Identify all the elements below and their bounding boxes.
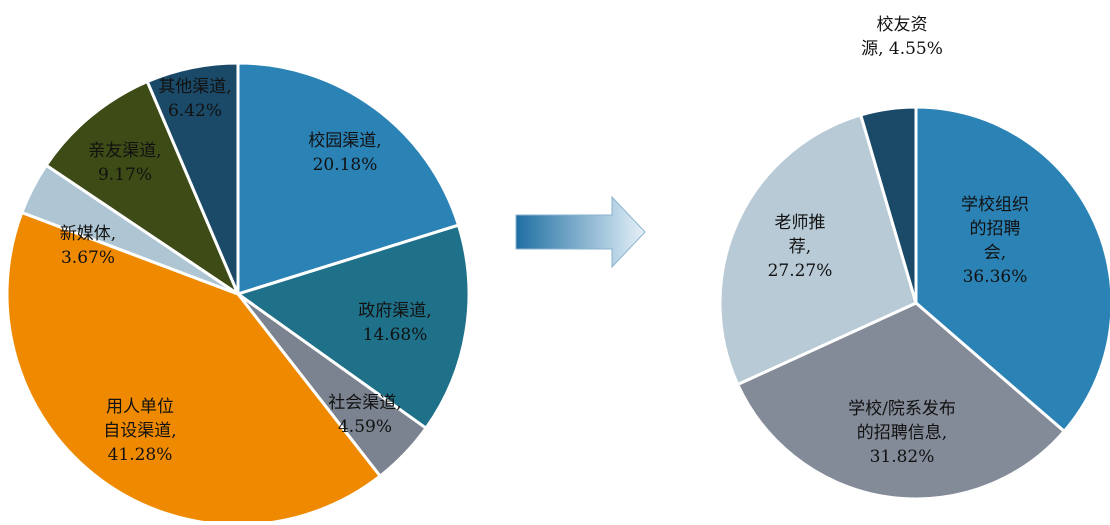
slice-label-line: 学校组织	[961, 195, 1029, 215]
slice-label: 其他渠道, 6.42%	[158, 77, 231, 121]
slice-label-line: 27.27%	[768, 261, 833, 281]
slice-label: 亲友渠道, 9.17%	[88, 141, 161, 185]
slice-label-line: 源, 4.55%	[861, 39, 943, 59]
slice-label-line: 用人单位	[106, 397, 174, 417]
pie-slice	[234, 223, 471, 431]
slice-label-line: 41.28%	[108, 445, 173, 465]
slice-label-line: 亲友渠道,	[88, 141, 161, 161]
pie-chart-channels: 校园渠道, 20.18% 政府渠道, 14.68% 社会渠道, 4.59% 用人单位自设渠道…	[5, 61, 471, 525]
slice-label: 校园渠道, 20.18%	[308, 131, 381, 175]
pie-slice	[145, 61, 240, 295]
pie-chart-campus-sources: 学校组织的招聘会, 36.36% 学校/院系发布的招聘信息, 31.82% 老师推荐, 2…	[718, 15, 1110, 501]
slice-label: 老师推荐, 27.27%	[768, 213, 833, 281]
slice-label-line: 4.59%	[338, 417, 392, 437]
slice-label: 用人单位自设渠道, 41.28%	[103, 397, 176, 465]
slice-label: 新媒体, 3.67%	[60, 224, 116, 268]
slice-label-line: 20.18%	[313, 155, 378, 175]
slice-label-line: 31.82%	[870, 447, 935, 467]
slice-label: 学校/院系发布的招聘信息, 31.82%	[848, 399, 956, 467]
slice-label: 校友资源, 4.55%	[861, 15, 943, 59]
right-arrow-icon	[515, 195, 646, 269]
pie-slice	[236, 61, 461, 297]
pie-slice	[5, 210, 383, 525]
pie-slice	[44, 79, 242, 299]
slice-label-line: 会,	[984, 243, 1006, 263]
slice-label-line: 3.67%	[61, 248, 115, 268]
slice-label-line: 9.17%	[98, 165, 152, 185]
pie-slice	[858, 105, 918, 304]
slice-label-line: 学校/院系发布	[848, 399, 956, 419]
slice-label-line: 的招聘	[970, 219, 1021, 239]
slice-label-line: 14.68%	[363, 325, 428, 345]
slice-label-line: 新媒体,	[60, 224, 116, 244]
slice-label-line: 老师推	[775, 213, 826, 233]
slice-label: 政府渠道, 14.68%	[358, 301, 431, 345]
slice-label-line: 自设渠道,	[103, 421, 176, 441]
slice-label-line: 政府渠道,	[358, 301, 431, 321]
slice-label: 社会渠道, 4.59%	[328, 393, 401, 437]
slice-label-line: 校友资	[877, 15, 928, 35]
slice-label-line: 的招聘信息,	[857, 423, 947, 443]
pie-slice	[718, 113, 918, 387]
pie-slice	[735, 301, 1067, 501]
slice-label-line: 6.42%	[168, 101, 222, 121]
slice-label-line: 荐,	[789, 237, 811, 257]
pie-slice	[914, 105, 1110, 434]
slice-label-line: 校园渠道,	[308, 131, 381, 151]
slice-label-line: 其他渠道,	[158, 77, 231, 97]
slice-label-line: 社会渠道,	[328, 393, 401, 413]
slice-label: 学校组织的招聘会, 36.36%	[961, 195, 1029, 287]
slice-label-line: 36.36%	[963, 267, 1028, 287]
